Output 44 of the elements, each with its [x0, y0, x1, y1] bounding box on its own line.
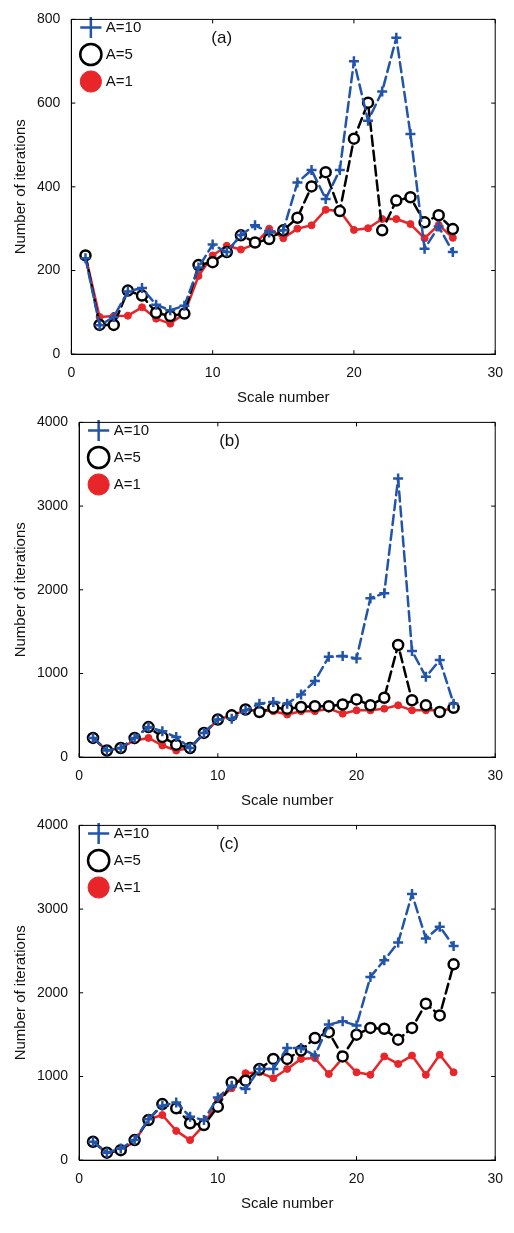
legend-label: A=1 [113, 474, 141, 492]
y-tick-label: 800 [37, 10, 61, 27]
y-axis-title: Number of iterations [11, 522, 29, 658]
y-tick-label: 0 [52, 345, 61, 362]
x-tick-label: 0 [75, 1170, 84, 1187]
y-tick-label: 1000 [36, 664, 69, 681]
x-tick-label: 0 [75, 767, 84, 784]
x-tick-label: 20 [348, 767, 365, 784]
y-tick-label: 4000 [36, 816, 69, 833]
x-tick-label: 30 [487, 1170, 504, 1187]
y-axis-title: Number of iterations [11, 119, 29, 255]
y-tick-label: 3000 [36, 496, 69, 513]
y-axis-title: Number of iterations [11, 925, 29, 1061]
y-tick-label: 2000 [36, 580, 69, 597]
annotation: (c) [219, 833, 239, 853]
x-tick-label: 10 [204, 364, 221, 381]
legend-label: A=1 [113, 877, 141, 895]
y-tick-label: 0 [60, 748, 69, 765]
legend-label: A=10 [105, 17, 142, 35]
y-tick-label: 600 [37, 93, 61, 110]
x-tick-label: 10 [210, 1170, 226, 1187]
annotation: (a) [211, 27, 233, 47]
legend-label: A=5 [113, 850, 141, 868]
x-tick-label: 30 [487, 767, 504, 784]
x-tick-label: 20 [346, 364, 362, 381]
legend-label: A=5 [105, 44, 133, 62]
x-tick-label: 20 [348, 1170, 365, 1187]
x-axis-title: Scale number [237, 388, 330, 406]
legend-label: A=5 [113, 447, 141, 465]
x-axis-title: Scale number [240, 791, 334, 809]
legend-label: A=1 [105, 71, 133, 89]
legend-label: A=10 [113, 823, 150, 841]
annotation: (b) [219, 430, 240, 450]
x-tick-label: 30 [487, 364, 504, 381]
y-tick-label: 1000 [36, 1067, 69, 1084]
y-tick-label: 400 [37, 177, 61, 194]
x-tick-label: 10 [210, 767, 226, 784]
y-tick-label: 3000 [36, 899, 69, 916]
y-tick-label: 200 [37, 261, 61, 278]
y-tick-label: 2000 [36, 983, 69, 1000]
y-tick-label: 0 [60, 1151, 69, 1168]
legend-label: A=10 [113, 420, 150, 438]
x-axis-title: Scale number [240, 1194, 334, 1212]
y-tick-label: 4000 [36, 413, 69, 430]
